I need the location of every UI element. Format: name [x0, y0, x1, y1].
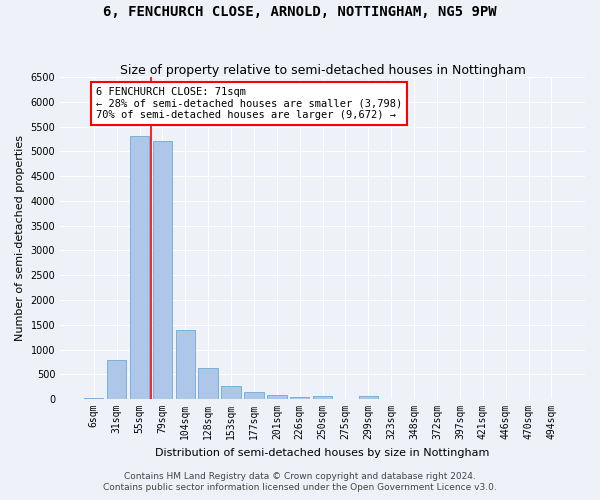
Text: 6, FENCHURCH CLOSE, ARNOLD, NOTTINGHAM, NG5 9PW: 6, FENCHURCH CLOSE, ARNOLD, NOTTINGHAM, … — [103, 5, 497, 19]
Text: Contains HM Land Registry data © Crown copyright and database right 2024.
Contai: Contains HM Land Registry data © Crown c… — [103, 472, 497, 492]
Y-axis label: Number of semi-detached properties: Number of semi-detached properties — [15, 135, 25, 341]
Bar — [267, 395, 287, 399]
Bar — [244, 392, 263, 399]
Bar — [313, 396, 332, 399]
Bar — [107, 360, 127, 399]
X-axis label: Distribution of semi-detached houses by size in Nottingham: Distribution of semi-detached houses by … — [155, 448, 490, 458]
Text: 6 FENCHURCH CLOSE: 71sqm
← 28% of semi-detached houses are smaller (3,798)
70% o: 6 FENCHURCH CLOSE: 71sqm ← 28% of semi-d… — [96, 87, 402, 120]
Bar — [199, 368, 218, 399]
Title: Size of property relative to semi-detached houses in Nottingham: Size of property relative to semi-detach… — [119, 64, 526, 77]
Bar — [290, 396, 310, 399]
Bar — [130, 136, 149, 399]
Bar — [176, 330, 195, 399]
Bar — [152, 142, 172, 399]
Bar — [359, 396, 378, 399]
Bar — [221, 386, 241, 399]
Bar — [84, 398, 103, 399]
